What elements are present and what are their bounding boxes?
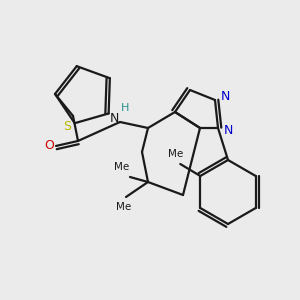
Text: N: N: [220, 91, 230, 103]
Text: H: H: [121, 103, 129, 113]
Text: N: N: [223, 124, 233, 137]
Text: Me: Me: [116, 202, 132, 212]
Text: Me: Me: [114, 162, 130, 172]
Text: Me: Me: [168, 149, 183, 159]
Text: N: N: [109, 112, 119, 125]
Text: O: O: [44, 140, 54, 152]
Text: S: S: [63, 120, 71, 133]
